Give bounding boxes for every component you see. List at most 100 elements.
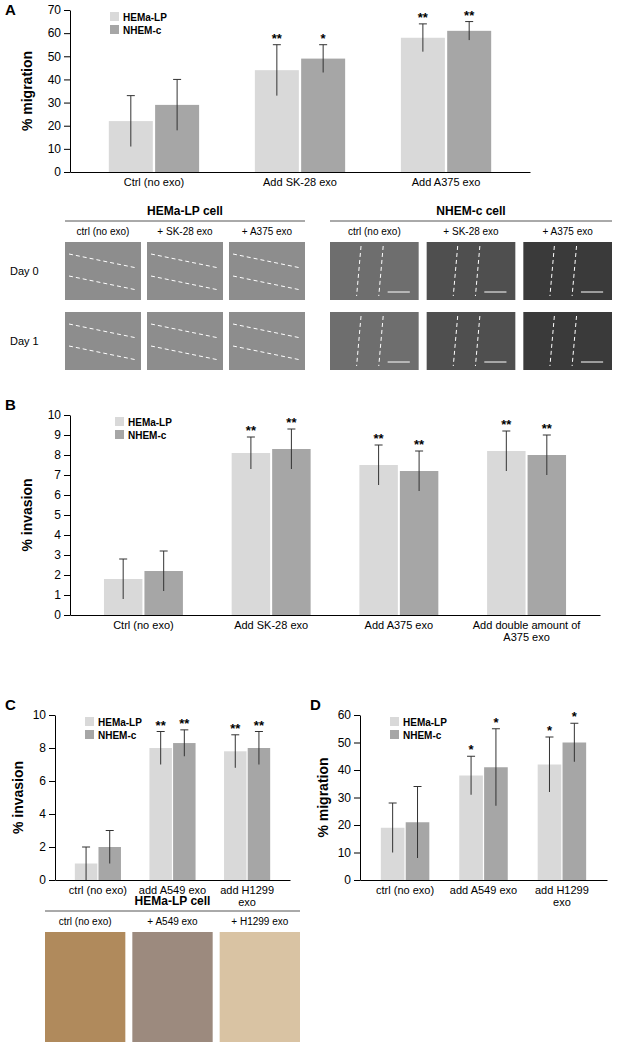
- y-tick-mark: [64, 475, 70, 476]
- y-tick-label: 6: [39, 774, 46, 788]
- tick-label-line: add H1299: [535, 884, 589, 896]
- y-tick-label: 0: [344, 873, 351, 887]
- error-bar-stem: [160, 732, 161, 765]
- error-bar-stem: [291, 429, 292, 469]
- image-panel: HEMa-LP cellctrl (no exo)+ A549 exo+ H12…: [45, 894, 300, 1042]
- error-bar-cap: [414, 786, 422, 787]
- wound-edge: [69, 276, 137, 290]
- legend-label: HEMa-LP: [123, 12, 167, 23]
- panel-label: C: [5, 696, 16, 713]
- x-axis-line: [71, 615, 601, 616]
- y-tick-label: 4: [39, 807, 46, 821]
- y-tick: 70: [48, 3, 70, 17]
- bar: [149, 748, 171, 880]
- y-axis-line: [55, 716, 56, 881]
- bar: [563, 743, 587, 881]
- error-bar: [492, 729, 500, 806]
- y-tick-mark: [354, 743, 360, 744]
- error-bar-stem: [130, 96, 131, 147]
- significance: **: [418, 10, 429, 25]
- y-tick: 0: [344, 873, 360, 887]
- y-tick: 0: [54, 165, 70, 179]
- y-tick-label: 8: [39, 741, 46, 755]
- error-bar-stem: [469, 22, 470, 41]
- significance: *: [321, 31, 327, 46]
- y-tick-label: 3: [54, 548, 61, 562]
- plot: 0246810ctrl (no exo)add A549 exoadd H129…: [33, 708, 291, 908]
- y-tick-mark: [64, 455, 70, 456]
- error-bar-stem: [378, 445, 379, 485]
- tick-label-line: Ctrl (no exo): [113, 619, 174, 631]
- y-axis: 012345678910: [48, 408, 71, 622]
- bar: [272, 449, 310, 615]
- x-tick: Ctrl (no exo): [124, 172, 185, 188]
- bar: [359, 465, 397, 615]
- y-tick: 10: [48, 408, 70, 422]
- bar: [400, 471, 438, 615]
- wound-edge: [233, 324, 301, 338]
- y-tick-mark: [49, 715, 55, 716]
- error-bar-stem: [250, 437, 251, 469]
- micrograph: [147, 312, 223, 370]
- y-tick-mark: [354, 770, 360, 771]
- error-bar-cap: [106, 830, 114, 831]
- micrograph: [229, 312, 305, 370]
- significance: **: [230, 721, 241, 736]
- error-bar-stem: [235, 735, 236, 768]
- y-tick-mark: [354, 825, 360, 826]
- tick-label-line: Add SK-28 exo: [263, 176, 337, 188]
- wound-edge: [453, 246, 457, 296]
- y-axis-title: % migration: [315, 757, 331, 837]
- x-tick: add H1299exo: [220, 880, 274, 908]
- legend-label: NHEM-c: [128, 430, 167, 441]
- x-axis: ctrl (no exo)add A549 exoadd H1299exo: [361, 880, 608, 908]
- x-tick-label: Add double amount ofA375 exo: [473, 619, 582, 644]
- y-axis: 010203040506070: [48, 3, 71, 179]
- image-panel-rule: [330, 221, 612, 222]
- y-tick-mark: [64, 79, 70, 80]
- error-bar: [231, 735, 239, 768]
- y-tick-label: 30: [338, 791, 352, 805]
- y-tick-label: 60: [338, 708, 352, 722]
- error-bar-stem: [276, 45, 277, 96]
- y-tick: 4: [54, 528, 70, 542]
- error-bar: [127, 96, 135, 147]
- tick-label-line: add H1299: [220, 884, 274, 896]
- legend-item: HEMa-LP: [390, 717, 447, 728]
- error-bar: [545, 737, 553, 792]
- y-tick: 0: [39, 873, 55, 887]
- image-row-label: Day 1: [10, 335, 39, 347]
- image-column-label: + H1299 exo: [231, 916, 288, 927]
- micrograph: [65, 312, 141, 370]
- error-bar: [319, 45, 327, 73]
- y-tick: 0: [54, 608, 70, 622]
- micrograph: [330, 242, 419, 300]
- error-bar: [160, 551, 168, 591]
- chart-panel: B012345678910Ctrl (no exo)Add SK-28 exoA…: [5, 396, 601, 643]
- image-column-label: + A549 exo: [147, 916, 198, 927]
- y-tick-mark: [64, 435, 70, 436]
- y-axis-line: [360, 716, 361, 881]
- micrograph: [45, 932, 125, 1042]
- error-bar: [375, 445, 383, 485]
- error-bar-cap: [119, 559, 127, 560]
- x-tick: Add double amount ofA375 exo: [473, 615, 582, 643]
- legend-item: NHEM-c: [110, 25, 162, 36]
- significance: **: [272, 31, 283, 46]
- bar: [487, 451, 525, 615]
- y-tick-mark: [64, 149, 70, 150]
- legend: HEMa-LP NHEM-c: [110, 12, 167, 36]
- micrograph: [65, 242, 141, 300]
- tick-label-line: A375 exo: [503, 631, 549, 643]
- legend: HEMa-LPNHEM-c: [85, 717, 142, 741]
- y-tick-label: 4: [54, 528, 61, 542]
- wound-edge: [550, 316, 554, 366]
- y-tick: 30: [338, 791, 360, 805]
- error-bar-stem: [258, 732, 259, 765]
- error-bar: [255, 732, 263, 765]
- y-tick-mark: [64, 56, 70, 57]
- legend-swatch: [85, 730, 94, 739]
- error-bar: [465, 22, 473, 41]
- x-tick: Add SK-28 exo: [263, 172, 337, 188]
- error-bar: [180, 730, 188, 756]
